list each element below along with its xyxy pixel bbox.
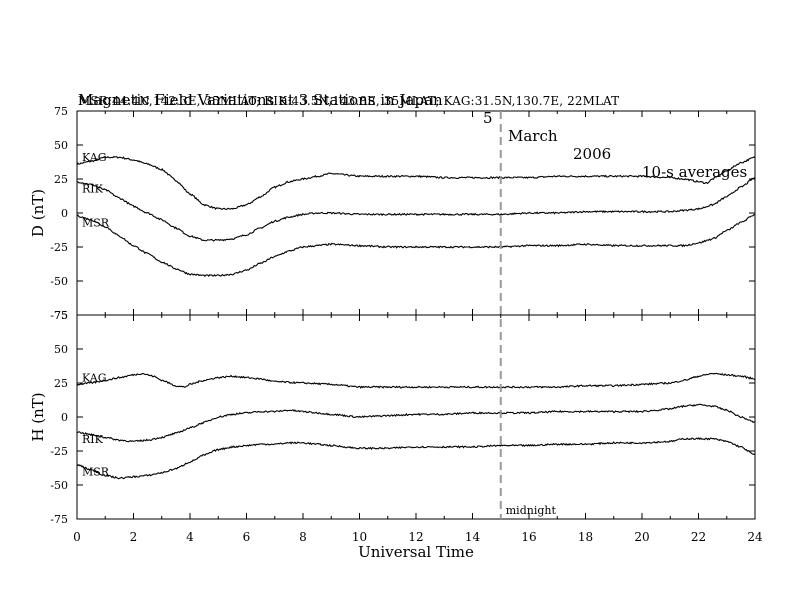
series-label-kag: KAG: [82, 371, 107, 384]
panel-frame-H: [76, 314, 756, 520]
x-tick-label: 12: [408, 530, 423, 544]
x-tick-label: 22: [691, 530, 706, 544]
y-tick-label: 75: [54, 105, 68, 118]
y-tick-label: -25: [50, 445, 68, 458]
chart-title: Magnetic Field Variations at 3 Stations …: [78, 73, 747, 181]
chart-subtitle: MSR:44.4N,142.3E, 35MLAT; RIK:43.5N,143.…: [78, 94, 620, 108]
title-year: 2006: [573, 145, 612, 163]
series-label-msr: MSR: [82, 217, 110, 230]
series-line-msr-D: [76, 213, 756, 278]
y-tick-label: 75: [54, 309, 68, 322]
series-label-msr: MSR: [82, 466, 110, 479]
midnight-annotation: midnight: [506, 504, 557, 517]
title-month: March: [508, 127, 558, 145]
x-axis-label: Universal Time: [358, 543, 474, 561]
series-line-msr-H: [76, 437, 756, 480]
x-tick-label: 10: [352, 530, 367, 544]
x-tick-label: 16: [521, 530, 536, 544]
series-line-kag-D: [76, 155, 756, 211]
y-axis-label: D (nT): [29, 189, 47, 237]
series-label-rik: RIK: [82, 433, 104, 446]
panel-frame-D: [76, 110, 756, 316]
series-label-kag: KAG: [82, 151, 107, 164]
y-tick-label: -50: [50, 275, 68, 288]
y-tick-label: -25: [50, 241, 68, 254]
x-tick-label: 2: [130, 530, 138, 544]
title-day: 5: [483, 109, 493, 127]
y-tick-label: 50: [54, 139, 68, 152]
series-label-rik: RIK: [82, 183, 104, 196]
x-tick-label: 14: [465, 530, 481, 544]
series-line-kag-H: [76, 372, 756, 389]
y-axis-label: H (nT): [29, 392, 47, 441]
y-tick-label: 50: [54, 343, 68, 356]
y-tick-label: 0: [61, 207, 68, 220]
x-tick-label: 20: [634, 530, 649, 544]
x-tick-label: 0: [73, 530, 81, 544]
x-tick-label: 8: [299, 530, 307, 544]
y-tick-label: -75: [50, 513, 68, 526]
y-tick-label: 25: [54, 377, 68, 390]
y-tick-label: 0: [61, 411, 68, 424]
series-line-rik-H: [76, 403, 756, 443]
x-tick-label: 18: [578, 530, 593, 544]
title-main: Magnetic Field Variations at 3 Stations …: [78, 91, 443, 109]
y-tick-label: -75: [50, 309, 68, 322]
series-line-rik-D: [76, 176, 756, 242]
y-tick-label: 25: [54, 173, 68, 186]
x-tick-label: 6: [243, 530, 251, 544]
y-tick-label: -50: [50, 479, 68, 492]
x-tick-label: 24: [747, 530, 763, 544]
x-tick-label: 4: [186, 530, 194, 544]
